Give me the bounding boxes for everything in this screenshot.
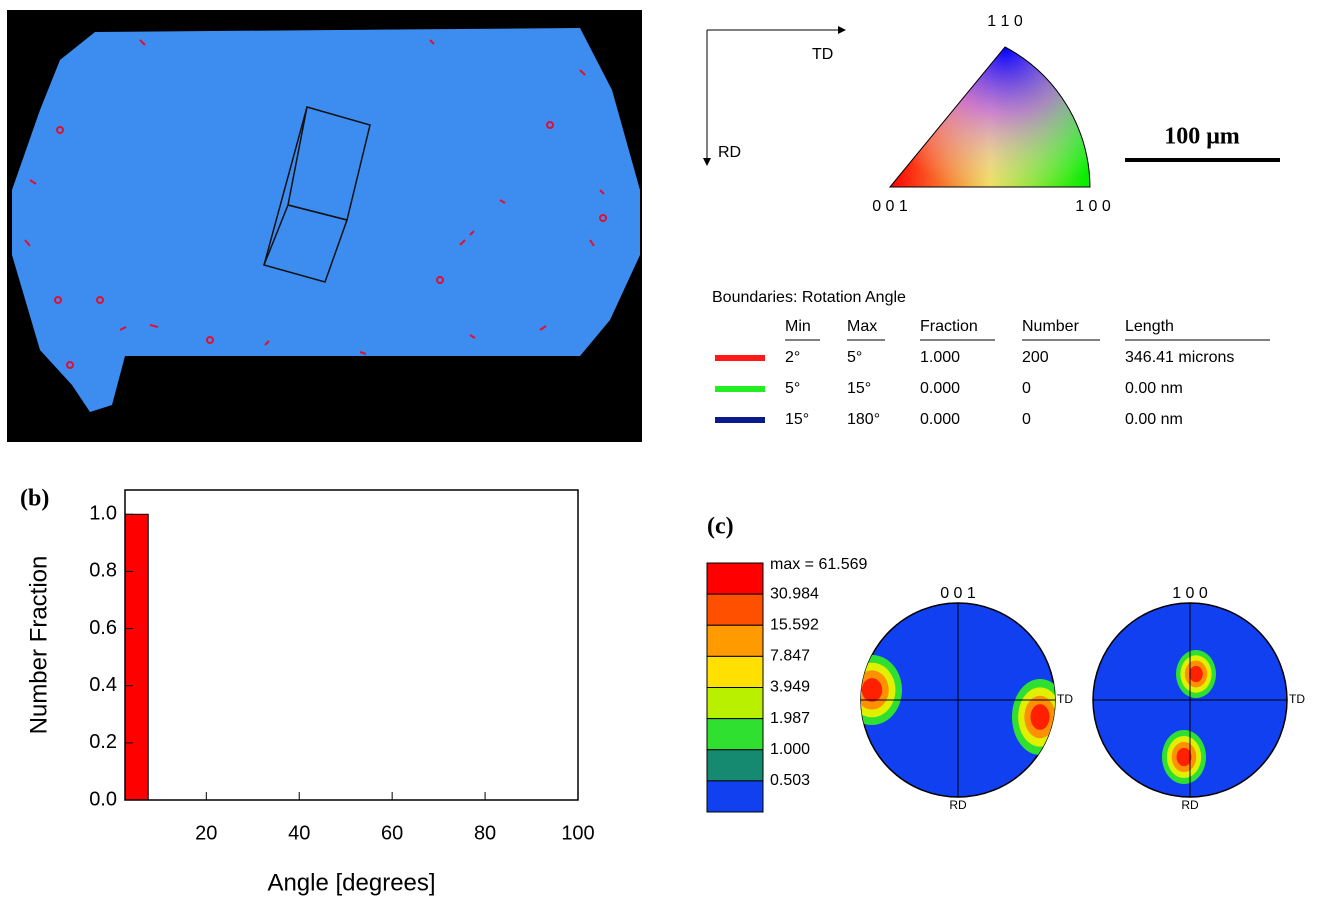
x-tick-label: 100 — [561, 822, 594, 844]
colorbar-level: 30.984 — [770, 585, 819, 602]
panel-label: (b) — [20, 486, 49, 512]
table-cell: 15° — [785, 411, 809, 428]
pole-rd: RD — [949, 798, 967, 812]
table-cell: 5° — [785, 380, 800, 397]
table-cell: 0.000 — [920, 380, 960, 397]
scale-label: 100 μm — [1164, 124, 1240, 150]
colorbar-cell — [706, 593, 764, 626]
table-cell: 15° — [847, 380, 871, 397]
table-cell: 0 — [1022, 411, 1031, 428]
grain-map — [12, 28, 640, 412]
colorbar-level: 1.000 — [770, 741, 810, 758]
colorbar-level: 3.949 — [770, 679, 810, 696]
colorbar-max: max = 61.569 — [770, 556, 868, 573]
colorbar-level: 1.987 — [770, 710, 810, 727]
y-tick-label: 1.0 — [89, 503, 117, 525]
contour — [1176, 747, 1192, 767]
colorbar-cell — [706, 624, 764, 657]
td-label: TD — [812, 46, 833, 63]
x-tick-label: 60 — [381, 822, 403, 844]
contour — [1189, 665, 1203, 683]
y-tick-label: 0.4 — [89, 674, 117, 696]
x-tick-label: 20 — [195, 822, 217, 844]
pole-td: TD — [1289, 692, 1305, 706]
rd-label: RD — [718, 144, 741, 161]
pole-td: TD — [1057, 692, 1073, 706]
table-cell: 0.00 nm — [1125, 411, 1183, 428]
unit-cell — [262, 106, 371, 283]
table-cell: 0.000 — [920, 411, 960, 428]
table-cell: 0 — [1022, 380, 1031, 397]
colorbar-cell — [706, 780, 764, 813]
pole-title: 0 0 1 — [940, 585, 976, 602]
colorbar-cell — [706, 718, 764, 751]
table-cell: 180° — [847, 411, 880, 428]
column-header: Number — [1022, 318, 1080, 335]
colorbar-cell — [706, 687, 764, 720]
table-cell: 2° — [785, 349, 800, 366]
contour — [1030, 704, 1050, 730]
panel-label: (c) — [707, 514, 734, 540]
table-title: Boundaries: Rotation Angle — [712, 289, 906, 306]
table-cell: 5° — [847, 349, 862, 366]
panel-label: (a) — [20, 28, 48, 54]
column-header: Max — [847, 318, 877, 335]
colorbar-level: 15.592 — [770, 616, 819, 633]
colorbar-cell — [706, 655, 764, 688]
y-axis-label: Number Fraction — [25, 556, 52, 735]
y-tick-label: 0.0 — [89, 788, 117, 810]
table-cell: 200 — [1022, 349, 1049, 366]
x-axis-label: Angle [degrees] — [267, 869, 435, 896]
pole-title: 1 0 0 — [1172, 585, 1208, 602]
table-cell: 1.000 — [920, 349, 960, 366]
x-tick-label: 40 — [288, 822, 310, 844]
x-tick-label: 80 — [474, 822, 496, 844]
pole-rd: RD — [1181, 798, 1199, 812]
boundary-speckles — [24, 39, 607, 369]
table-cell: 0.00 nm — [1125, 380, 1183, 397]
ipf-label: 0 0 1 — [872, 198, 908, 215]
ipf-label: 1 0 0 — [1075, 198, 1111, 215]
ipf-label: 1 1 0 — [987, 13, 1023, 30]
colorbar-cell — [706, 749, 764, 782]
y-tick-label: 0.8 — [89, 560, 117, 582]
table-cell: 346.41 microns — [1125, 349, 1234, 366]
column-header: Fraction — [920, 318, 978, 335]
colorbar-cell — [706, 562, 764, 595]
column-header: Min — [785, 318, 811, 335]
colorbar-level: 0.503 — [770, 772, 810, 789]
ipf-overlay — [888, 46, 1091, 188]
y-tick-label: 0.2 — [89, 731, 117, 753]
colorbar-level: 7.847 — [770, 648, 810, 665]
y-tick-label: 0.6 — [89, 617, 117, 639]
bar — [124, 513, 149, 801]
contour — [861, 678, 883, 702]
plot-frame — [124, 489, 579, 801]
column-header: Length — [1125, 318, 1174, 335]
